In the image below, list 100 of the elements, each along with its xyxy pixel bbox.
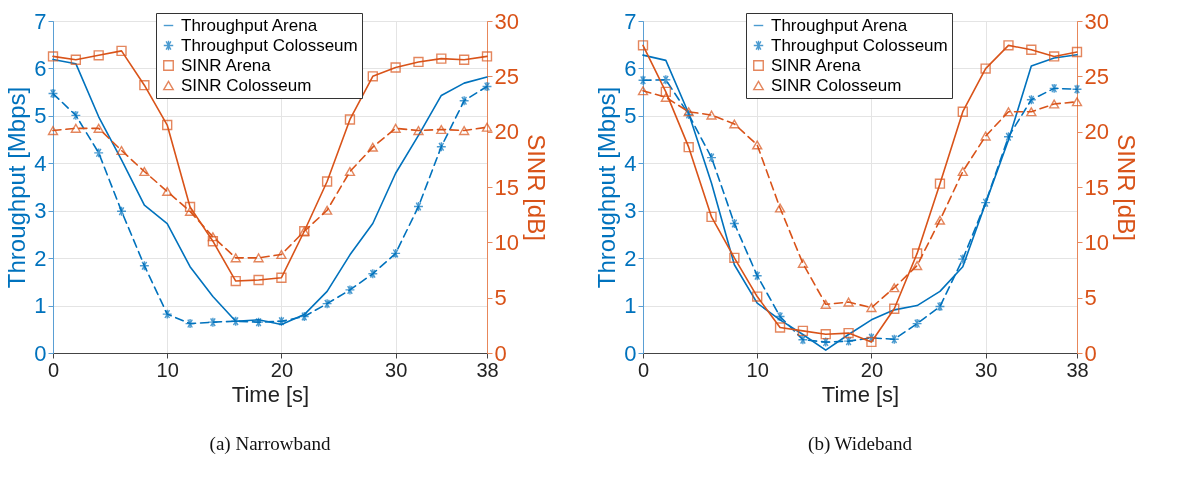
point	[481, 122, 493, 132]
point	[729, 119, 740, 129]
point	[911, 248, 923, 259]
point	[774, 203, 786, 213]
point	[957, 253, 968, 265]
point	[1026, 107, 1037, 117]
point	[797, 325, 809, 337]
y2-tick-label: 30	[494, 8, 519, 34]
point	[47, 51, 59, 62]
point	[1071, 46, 1083, 58]
point	[93, 123, 104, 133]
point	[116, 206, 127, 217]
y2-tick-label: 25	[494, 63, 519, 89]
point	[47, 88, 59, 99]
point	[911, 318, 923, 329]
y-tick-label: 1	[624, 293, 637, 319]
point	[367, 268, 378, 279]
point	[162, 119, 173, 131]
legend-label: Throughput Arena	[181, 15, 318, 35]
point	[253, 317, 264, 328]
point	[458, 95, 470, 106]
point	[481, 51, 493, 62]
point	[843, 335, 854, 347]
point	[866, 332, 877, 343]
legend-label: Throughput Colosseum	[181, 35, 358, 55]
point	[93, 147, 104, 159]
point	[957, 166, 968, 177]
point	[207, 236, 219, 247]
y2-tick-label: 15	[494, 174, 519, 200]
y-tick-label: 7	[624, 8, 637, 34]
point	[139, 166, 150, 177]
point	[1071, 84, 1083, 95]
point	[980, 63, 991, 74]
point	[980, 197, 991, 208]
point	[911, 261, 923, 271]
y2-tick-label: 5	[494, 285, 507, 311]
y-tick-label: 2	[624, 245, 637, 271]
point	[230, 316, 241, 327]
point	[47, 125, 59, 136]
point	[660, 92, 672, 102]
point	[1003, 131, 1014, 142]
point	[481, 81, 493, 92]
legend-label: SINR Colosseum	[771, 75, 902, 95]
legend-label: SINR Colosseum	[181, 75, 312, 95]
point	[637, 86, 649, 96]
point	[253, 253, 264, 263]
y-axis-title: Throughput [Mbps]	[3, 86, 31, 289]
point	[139, 80, 150, 91]
point	[390, 62, 401, 73]
y-tick-label: 1	[34, 293, 47, 319]
point	[1003, 40, 1014, 51]
y2-tick-label: 20	[1084, 119, 1109, 145]
point	[139, 260, 150, 271]
y-tick-label: 6	[624, 55, 637, 81]
y2-tick-label: 5	[1084, 285, 1097, 311]
x-tick-label: 10	[746, 358, 769, 381]
point	[321, 176, 333, 187]
point	[1003, 107, 1014, 117]
y2-tick-label: 10	[1084, 229, 1109, 255]
point	[866, 303, 877, 313]
point	[321, 298, 333, 309]
point	[299, 311, 310, 322]
y2-tick-label: 15	[1084, 174, 1109, 200]
legend-label: Throughput Arena	[771, 15, 908, 35]
point	[660, 74, 672, 85]
point	[253, 274, 264, 286]
point	[276, 316, 287, 327]
point	[1048, 83, 1060, 94]
point	[1048, 51, 1060, 62]
point	[413, 125, 424, 136]
point	[774, 322, 786, 333]
legend-label: SINR Arena	[771, 55, 862, 75]
point	[367, 71, 378, 82]
point	[413, 201, 424, 212]
point	[1048, 99, 1060, 109]
point	[820, 336, 831, 348]
x-tick-label: 20	[860, 358, 884, 381]
legend-label: Throughput Colosseum	[771, 35, 948, 55]
text: (b) Wideband	[808, 433, 913, 455]
point	[390, 123, 401, 133]
point	[706, 110, 717, 120]
point	[797, 334, 809, 345]
point	[1026, 44, 1037, 55]
point	[889, 283, 900, 293]
point	[93, 50, 104, 61]
point	[1026, 94, 1037, 105]
point	[276, 249, 287, 260]
point	[820, 329, 831, 340]
x-tick-label: 20	[270, 358, 294, 381]
point	[637, 40, 649, 51]
point	[230, 275, 241, 287]
point	[344, 284, 356, 296]
point	[70, 110, 82, 121]
point	[752, 140, 763, 150]
point	[116, 145, 127, 156]
point	[1071, 97, 1083, 107]
x-tick-label: 10	[156, 358, 179, 381]
y-tick-label: 2	[34, 245, 47, 271]
point	[436, 124, 447, 135]
point	[162, 186, 173, 196]
